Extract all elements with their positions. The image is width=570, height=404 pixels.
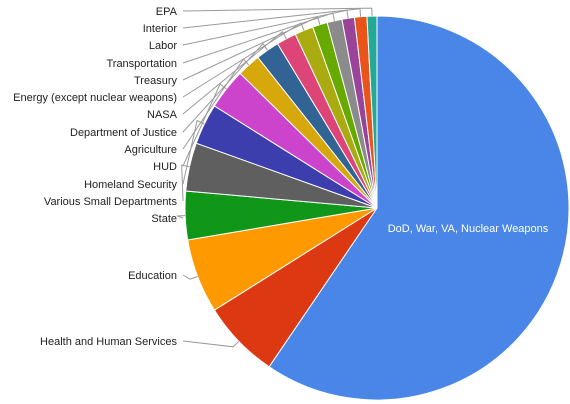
slice-label-homeland-security: Homeland Security [84,179,177,191]
slice-label-department-of-justice: Department of Justice [70,127,177,139]
pie-slices [184,15,570,401]
slice-label-nasa: NASA [147,109,178,121]
slice-labels: DoD, War, VA, Nuclear Weapons Health and … [13,6,549,348]
leader-line-energy-except-nuclear-weapons [182,22,305,98]
leader-line-homeland-security [182,119,205,185]
slice-label-health-and-human-services: Health and Human Services [40,336,177,348]
slice-label-state: State [151,213,177,225]
slice-label-agriculture: Agriculture [124,144,177,156]
slice-label-treasury: Treasury [134,75,177,87]
slice-label-labor: Labor [149,40,177,52]
leader-line-health-and-human-services [182,340,240,348]
leader-lines [177,7,373,348]
slice-label-transportation: Transportation [106,58,177,70]
leader-line-department-of-justice [182,42,268,133]
leader-line-nasa [182,30,287,115]
pie-slice-dod-war-va-nuclear-weapons [268,15,570,401]
slice-label-interior: Interior [143,23,178,35]
slice-label-energy-except-nuclear-weapons: Energy (except nuclear weapons) [13,92,177,104]
leader-line-epa [182,7,373,17]
slice-label-dod-war-va-nuclear-weapons: DoD, War, VA, Nuclear Weapons [388,223,549,235]
slice-label-hud: HUD [153,161,177,173]
slice-label-education: Education [128,270,177,282]
slice-label-various-small-departments: Various Small Departments [44,196,178,208]
leader-line-state [177,215,186,219]
slice-label-epa: EPA [156,6,178,18]
leader-line-education [182,274,198,280]
